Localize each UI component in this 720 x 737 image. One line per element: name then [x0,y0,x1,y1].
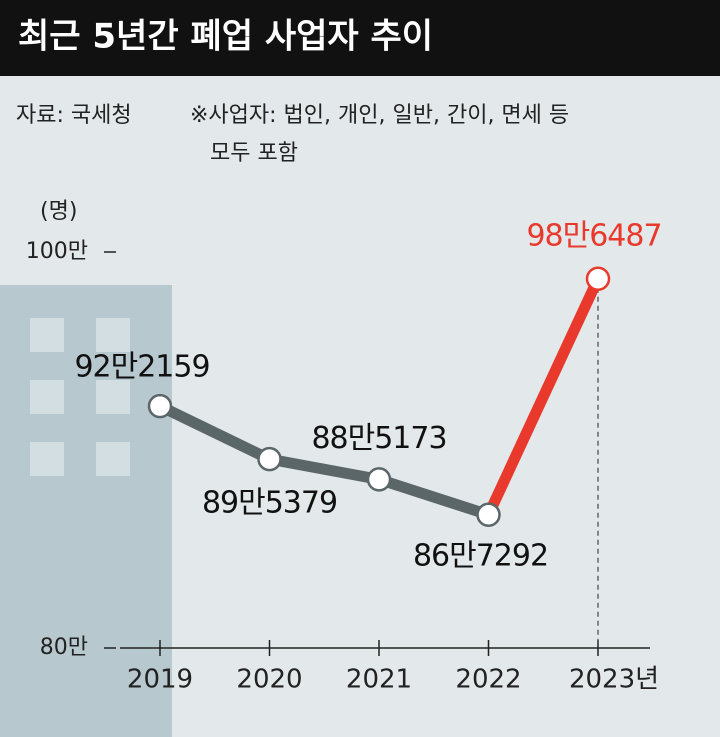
note: 모두 포함 [210,141,298,166]
point [476,502,501,528]
line-segment [154,400,275,465]
value-label: 89만5379 [202,486,337,521]
title-band [0,0,720,76]
source: 자료: 국세청 [16,103,132,128]
line-segment [264,453,385,485]
value-label: 98만6487 [526,218,661,253]
y-tick-label: 80만 [40,635,88,660]
line-segment [483,273,604,521]
point [585,266,611,292]
x-tick-label: 2023년 [569,665,659,695]
x-tick-label: 2020 [236,665,302,695]
point [257,446,282,472]
value-label: 86만7292 [413,538,548,573]
note: ※사업자: 법인, 개인, 일반, 간이, 면세 등 [190,103,569,128]
line-segment [373,473,494,521]
point [366,467,392,492]
x-tick-label: 2021 [346,665,412,695]
y-tick-label: 100만 [26,239,88,264]
building-decoration [0,285,172,737]
y-axis-label: (명) [40,199,77,224]
point [147,393,173,419]
value-label: 88만5173 [311,421,446,456]
x-tick-label: 2019 [127,665,193,695]
chart-title: 최근 5년간 폐업 사업자 추이 [18,17,433,57]
value-label: 92만2159 [74,350,209,385]
x-tick-label: 2022 [455,665,521,695]
